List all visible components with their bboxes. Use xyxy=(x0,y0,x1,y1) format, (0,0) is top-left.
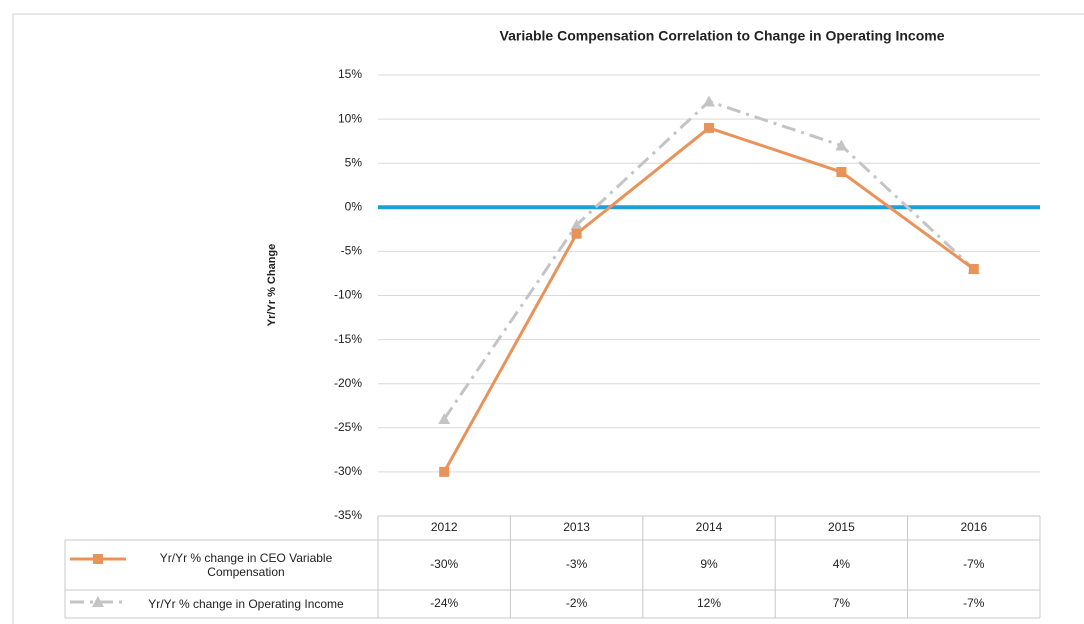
y-tick-label: 5% xyxy=(345,155,363,169)
y-tick-label: -25% xyxy=(334,420,362,434)
table-value: 12% xyxy=(697,596,721,610)
table-value: -24% xyxy=(430,596,458,610)
table-value: 7% xyxy=(833,596,851,610)
x-tick-label: 2014 xyxy=(696,520,723,534)
table-value: -7% xyxy=(963,557,985,571)
y-axis-title: Yr/Yr % Change xyxy=(266,244,278,327)
table-value: 4% xyxy=(833,557,851,571)
x-tick-label: 2013 xyxy=(563,520,590,534)
series-line xyxy=(442,126,975,473)
table-value: -7% xyxy=(963,596,985,610)
series-line xyxy=(442,99,975,420)
table-value: 9% xyxy=(700,557,718,571)
legend-cell: Yr/Yr % change in Operating Income xyxy=(148,597,344,611)
y-tick-label: -15% xyxy=(334,332,362,346)
data-point xyxy=(836,167,847,178)
data-point xyxy=(571,228,582,239)
y-tick-label: -20% xyxy=(334,376,362,390)
data-point xyxy=(703,95,715,107)
y-tick-label: -35% xyxy=(334,508,362,522)
x-tick-label: 2016 xyxy=(960,520,987,534)
table-value: -30% xyxy=(430,557,458,571)
data-point xyxy=(439,466,450,477)
y-tick-label: 0% xyxy=(345,199,363,213)
frame xyxy=(12,13,1084,624)
y-tick-label: 15% xyxy=(338,67,362,81)
y-tick-label: -5% xyxy=(341,244,363,258)
y-tick-label: 10% xyxy=(338,111,362,125)
data-point xyxy=(438,412,451,424)
data-point xyxy=(570,218,583,230)
legend-cell: Yr/Yr % change in CEO Variable Compensat… xyxy=(159,551,333,579)
legend-marker xyxy=(92,596,104,607)
data-point xyxy=(968,264,979,275)
y-tick-label: -10% xyxy=(334,288,362,302)
data-point xyxy=(704,122,714,133)
data-point xyxy=(835,139,848,151)
y-tick-label: -30% xyxy=(334,464,362,478)
table-value: -3% xyxy=(566,557,588,571)
legend-label: Yr/Yr % change in Operating Income xyxy=(148,597,344,611)
x-tick-label: 2012 xyxy=(431,520,458,534)
legend-marker xyxy=(93,554,103,564)
legend-label: Yr/Yr % change in CEO Variable Compensat… xyxy=(159,551,333,579)
chart-title: Variable Compensation Correlation to Cha… xyxy=(500,28,945,44)
x-tick-label: 2015 xyxy=(828,520,855,534)
table-value: -2% xyxy=(566,596,588,610)
